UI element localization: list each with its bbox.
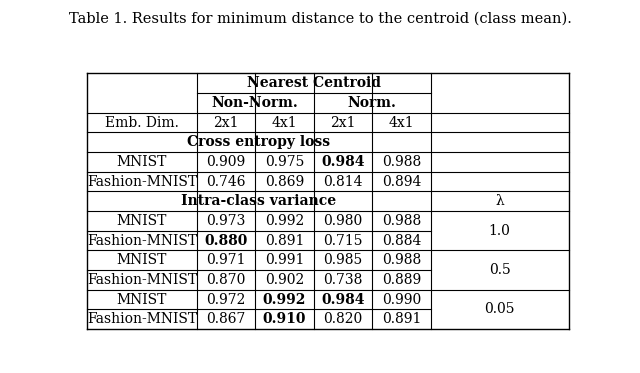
Text: 0.870: 0.870 xyxy=(206,273,246,287)
Text: 0.05: 0.05 xyxy=(484,303,515,316)
Text: λ: λ xyxy=(495,194,504,208)
Text: Intra-class variance: Intra-class variance xyxy=(182,194,337,208)
Text: 0.988: 0.988 xyxy=(382,253,421,267)
Text: 0.984: 0.984 xyxy=(321,155,365,169)
Text: 0.910: 0.910 xyxy=(262,312,306,326)
Text: 2x1: 2x1 xyxy=(213,116,239,130)
Text: 0.891: 0.891 xyxy=(265,233,304,248)
Text: MNIST: MNIST xyxy=(117,155,167,169)
Text: Fashion-MNIST: Fashion-MNIST xyxy=(87,312,197,326)
Text: 0.988: 0.988 xyxy=(382,214,421,228)
Text: 0.973: 0.973 xyxy=(206,214,246,228)
Text: Nearest Centroid: Nearest Centroid xyxy=(246,76,381,90)
Text: 0.988: 0.988 xyxy=(382,155,421,169)
Text: Norm.: Norm. xyxy=(348,96,397,110)
Text: 0.5: 0.5 xyxy=(489,263,511,277)
Text: 0.880: 0.880 xyxy=(204,233,248,248)
Text: Fashion-MNIST: Fashion-MNIST xyxy=(87,233,197,248)
Text: 0.990: 0.990 xyxy=(382,292,421,307)
Text: 0.884: 0.884 xyxy=(381,233,421,248)
Text: 0.992: 0.992 xyxy=(265,214,304,228)
Text: 0.909: 0.909 xyxy=(206,155,246,169)
Text: 0.869: 0.869 xyxy=(265,175,304,189)
Text: 0.820: 0.820 xyxy=(323,312,362,326)
Text: 0.971: 0.971 xyxy=(206,253,246,267)
Text: 0.746: 0.746 xyxy=(206,175,246,189)
Text: Cross entropy loss: Cross entropy loss xyxy=(188,135,331,149)
Text: 0.891: 0.891 xyxy=(381,312,421,326)
Text: 0.715: 0.715 xyxy=(323,233,363,248)
Text: 0.889: 0.889 xyxy=(382,273,421,287)
Text: 0.991: 0.991 xyxy=(265,253,304,267)
Text: 0.980: 0.980 xyxy=(323,214,362,228)
Text: MNIST: MNIST xyxy=(117,214,167,228)
Text: 0.902: 0.902 xyxy=(265,273,304,287)
Text: 0.894: 0.894 xyxy=(381,175,421,189)
Text: 4x1: 4x1 xyxy=(388,116,414,130)
Text: Fashion-MNIST: Fashion-MNIST xyxy=(87,273,197,287)
Text: Non-Norm.: Non-Norm. xyxy=(212,96,298,110)
Text: 0.814: 0.814 xyxy=(323,175,363,189)
Text: Fashion-MNIST: Fashion-MNIST xyxy=(87,175,197,189)
Text: 0.985: 0.985 xyxy=(323,253,362,267)
Text: 0.972: 0.972 xyxy=(206,292,246,307)
Text: 0.992: 0.992 xyxy=(262,292,306,307)
Text: 0.975: 0.975 xyxy=(265,155,304,169)
Text: MNIST: MNIST xyxy=(117,292,167,307)
Text: 0.867: 0.867 xyxy=(206,312,246,326)
Text: Emb. Dim.: Emb. Dim. xyxy=(105,116,179,130)
Text: 4x1: 4x1 xyxy=(271,116,297,130)
Text: 1.0: 1.0 xyxy=(489,224,511,238)
Text: 0.738: 0.738 xyxy=(323,273,363,287)
Text: MNIST: MNIST xyxy=(117,253,167,267)
Text: 0.984: 0.984 xyxy=(321,292,365,307)
Text: Table 1. Results for minimum distance to the centroid (class mean).: Table 1. Results for minimum distance to… xyxy=(68,11,572,25)
Text: 2x1: 2x1 xyxy=(330,116,356,130)
